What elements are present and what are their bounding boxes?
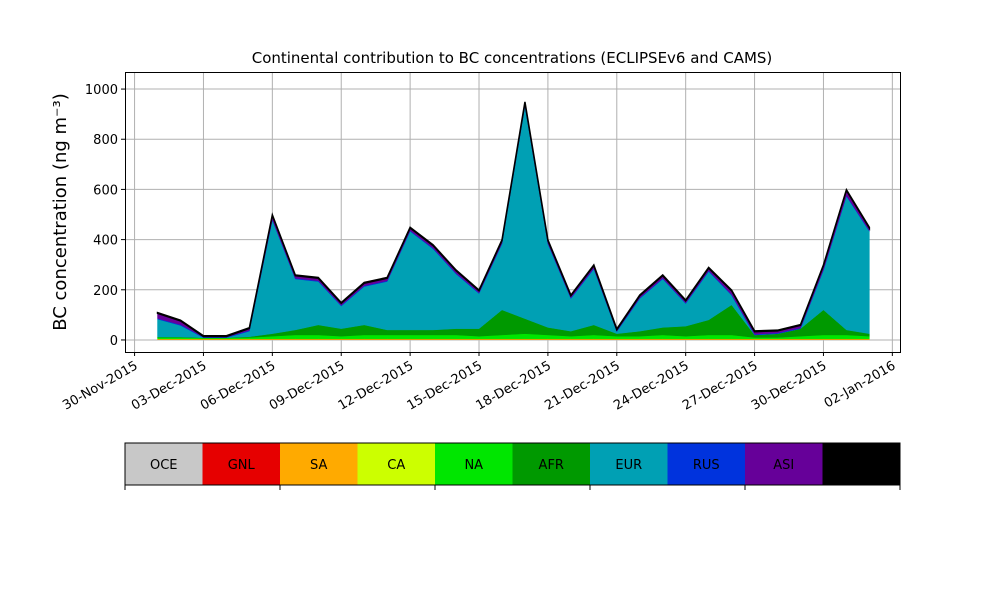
x-tick-label: 24-Dec-2015 (611, 358, 691, 413)
chart-title: Continental contribution to BC concentra… (252, 49, 773, 67)
legend-swatch (202, 443, 281, 485)
x-tick-label: 30-Nov-2015 (60, 358, 140, 413)
x-tick-label: 09-Dec-2015 (267, 358, 347, 413)
y-tick-label: 400 (93, 234, 118, 249)
x-tick-label: 03-Dec-2015 (129, 358, 209, 413)
legend-label: CA (387, 458, 405, 473)
x-tick-label: 12-Dec-2015 (336, 358, 416, 413)
x-tick-label: 27-Dec-2015 (680, 358, 760, 413)
y-tick-label: 600 (93, 183, 118, 198)
legend-frame (124, 442, 901, 486)
legend-swatch (745, 443, 823, 485)
legend-label: OCE (150, 458, 178, 473)
area (156, 101, 871, 338)
x-tick-label: 02-Jan-2016 (822, 358, 899, 411)
y-tick-label: 800 (93, 133, 118, 148)
legend-swatch (512, 443, 591, 485)
legend-label: AUS (848, 458, 875, 473)
x-tick-label: 06-Dec-2015 (198, 358, 278, 413)
legend-label: RUS (693, 458, 720, 473)
plot-frame (125, 72, 901, 353)
legend-swatch (125, 443, 203, 485)
x-tick-label: 15-Dec-2015 (405, 358, 485, 413)
legend-swatch (590, 443, 668, 485)
legend-swatch (435, 443, 513, 485)
x-tick-label: 18-Dec-2015 (474, 358, 554, 413)
legend-label: EUR (615, 458, 642, 473)
legend-label: AFR (539, 458, 564, 473)
legend-swatch (667, 443, 746, 485)
legend-label: GNL (228, 458, 256, 473)
legend-swatch (357, 443, 436, 485)
legend-label: NA (464, 458, 483, 473)
y-axis-label: BC concentration (ng m⁻³) (50, 93, 71, 331)
plot-area (125, 72, 900, 352)
legend-swatch (822, 443, 901, 485)
x-tick-label: 21-Dec-2015 (542, 358, 622, 413)
y-tick-label: 0 (110, 334, 118, 349)
legend-label: SA (310, 458, 327, 473)
legend-label: ASI (773, 458, 794, 473)
x-tick-label: 30-Dec-2015 (749, 358, 829, 413)
y-tick-label: 1000 (85, 83, 118, 98)
legend-swatch (280, 443, 358, 485)
y-tick-label: 200 (93, 284, 118, 299)
area (157, 105, 870, 338)
legend: OCE GNL SA CA NA AFR EUR RUS ASI AUS (124, 442, 901, 490)
